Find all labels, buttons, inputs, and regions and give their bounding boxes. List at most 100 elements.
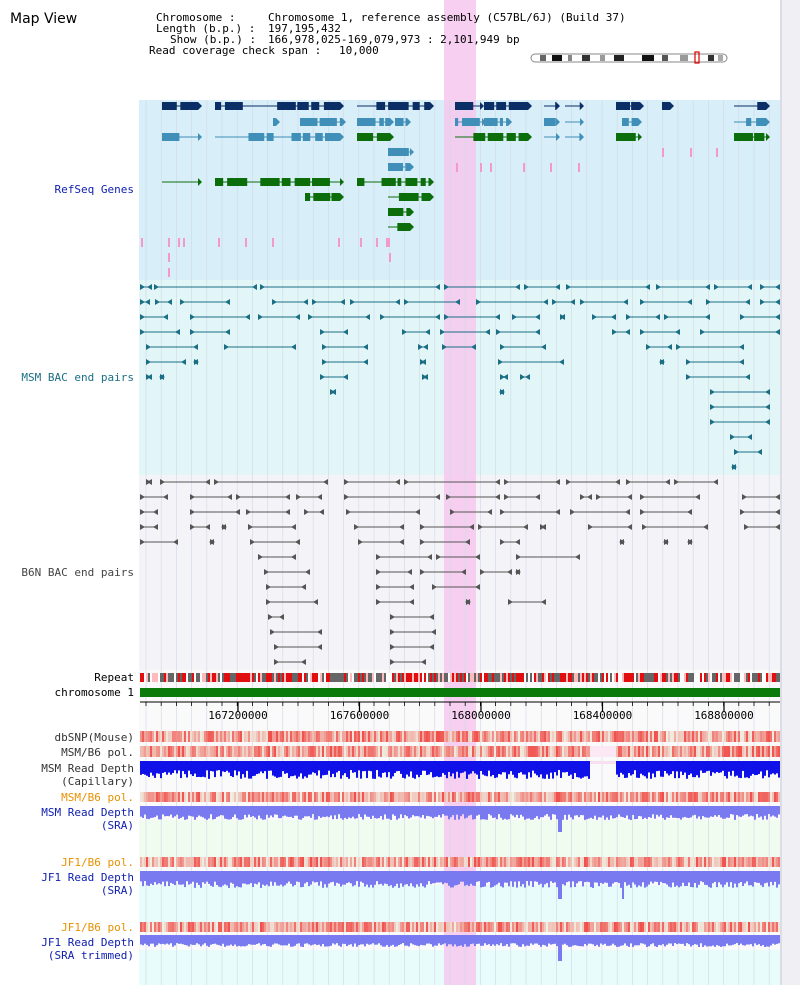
b6n-bac-pair[interactable] [742, 494, 780, 500]
b6n-bac-pair[interactable] [626, 479, 670, 485]
msm-bac-pair[interactable] [322, 359, 368, 365]
refseq-gene[interactable] [565, 133, 584, 141]
refseq-gene[interactable] [388, 148, 414, 156]
msm-bac-pair[interactable] [656, 284, 710, 290]
b6n-bac-label[interactable]: B6N BAC end pairs [21, 566, 134, 579]
msm-bac-pair[interactable] [476, 299, 548, 305]
b6n-bac-pair[interactable] [642, 524, 708, 530]
refseq-gene[interactable] [162, 178, 202, 186]
msm-bac-pair[interactable] [224, 344, 296, 350]
msm-bac-pair[interactable] [320, 329, 348, 335]
refseq-gene[interactable] [734, 133, 770, 141]
b6n-bac-pair[interactable] [376, 584, 414, 590]
msm-bac-pair[interactable] [592, 314, 616, 320]
b6n-bac-pair[interactable] [304, 509, 324, 515]
msm-bac-pair[interactable] [440, 329, 490, 335]
refseq-gene[interactable] [616, 133, 642, 141]
b6n-bac-pair[interactable] [508, 599, 546, 605]
msm-bac-pair[interactable] [496, 329, 540, 335]
msm-bac-pair[interactable] [760, 284, 780, 290]
b6n-bac-pair[interactable] [640, 494, 700, 500]
b6n-bac-pair[interactable] [740, 509, 780, 515]
msm-bac-pair[interactable] [330, 389, 336, 395]
refseq-gene[interactable] [357, 133, 394, 141]
msm-bac-pairs-track[interactable] [140, 284, 780, 470]
msm-bac-pair[interactable] [552, 299, 575, 305]
msm-bac-pair[interactable] [140, 329, 180, 335]
b6n-bac-pair[interactable] [500, 509, 560, 515]
msm-bac-pair[interactable] [422, 374, 428, 380]
b6n-bac-pair[interactable] [140, 509, 158, 515]
b6n-bac-pair[interactable] [540, 524, 546, 530]
msm-bac-pair[interactable] [710, 404, 770, 410]
msm-bac-pair[interactable] [272, 299, 308, 305]
msm-bac-pair[interactable] [612, 329, 630, 335]
b6n-bac-pair[interactable] [566, 479, 620, 485]
msm-bac-pair[interactable] [566, 284, 650, 290]
refseq-gene[interactable] [455, 133, 532, 141]
refseq-gene[interactable] [388, 163, 414, 171]
msm-bac-pair[interactable] [308, 314, 370, 320]
b6n-bac-pair[interactable] [570, 509, 630, 515]
msm-bac-pair[interactable] [710, 389, 770, 395]
msm-bac-pair[interactable] [312, 299, 345, 305]
b6n-bac-pair[interactable] [160, 479, 210, 485]
msm-bac-pair[interactable] [190, 314, 250, 320]
b6n-bac-pair[interactable] [214, 479, 328, 485]
b6n-bac-pair[interactable] [266, 584, 306, 590]
b6n-bac-pair[interactable] [274, 659, 306, 665]
msm-bac-pair[interactable] [676, 344, 744, 350]
msm-bac-pair[interactable] [520, 374, 530, 380]
b6n-bac-pair[interactable] [515, 569, 521, 575]
refseq-gene[interactable] [215, 178, 344, 186]
refseq-gene[interactable] [616, 102, 644, 110]
msm-bac-pair[interactable] [714, 284, 752, 290]
b6n-bac-pair[interactable] [248, 524, 296, 530]
b6n-bac-pair[interactable] [246, 509, 290, 515]
refseq-gene[interactable] [565, 102, 584, 110]
b6n-bac-pair[interactable] [687, 539, 693, 545]
msm-bac-pair[interactable] [524, 284, 560, 290]
refseq-gene[interactable] [357, 118, 394, 126]
msm-bac-pair[interactable] [140, 284, 152, 290]
msm-bac-pair[interactable] [659, 359, 665, 365]
b6n-bac-pair[interactable] [588, 524, 632, 530]
msm-bac-pair[interactable] [700, 329, 780, 335]
msm-bac-pair[interactable] [140, 299, 150, 305]
msm-bac-pair[interactable] [402, 329, 430, 335]
refseq-gene[interactable] [300, 118, 346, 126]
msm-bac-pair[interactable] [154, 284, 257, 290]
b6n-bac-pair[interactable] [140, 494, 168, 500]
b6n-bac-pair[interactable] [376, 569, 412, 575]
b6n-bac-pair[interactable] [420, 569, 466, 575]
b6n-bac-pair[interactable] [390, 614, 434, 620]
b6n-bac-pair[interactable] [146, 479, 152, 485]
b6n-bac-pair[interactable] [270, 629, 322, 635]
msm-bac-pair[interactable] [193, 359, 199, 365]
b6n-bac-pair[interactable] [346, 509, 420, 515]
refseq-gene[interactable] [544, 133, 560, 141]
b6n-bac-pair[interactable] [446, 494, 500, 500]
b6n-bac-pair[interactable] [404, 479, 500, 485]
msm-bac-pair[interactable] [646, 344, 672, 350]
msm-bac-pair[interactable] [190, 329, 230, 335]
b6n-bac-pair[interactable] [190, 524, 210, 530]
b6n-bac-pair[interactable] [140, 539, 178, 545]
refseq-gene[interactable] [215, 102, 344, 110]
b6n-bac-pair[interactable] [580, 494, 592, 500]
b6n-bac-pair[interactable] [354, 524, 404, 530]
msm-bac-pair[interactable] [140, 314, 168, 320]
refseq-gene[interactable] [388, 223, 414, 231]
b6n-bac-pair[interactable] [250, 539, 300, 545]
b6n-bac-pair[interactable] [619, 539, 625, 545]
msm-bac-pair[interactable] [159, 374, 165, 380]
refseq-gene[interactable] [565, 118, 584, 126]
msm-bac-pair[interactable] [500, 374, 508, 380]
b6n-bac-pair[interactable] [376, 599, 414, 605]
refseq-gene[interactable] [662, 102, 674, 110]
msm-bac-pair[interactable] [710, 419, 770, 425]
msm-bac-pair[interactable] [442, 344, 476, 350]
b6n-bac-pair[interactable] [465, 599, 471, 605]
msm-bac-pair[interactable] [258, 314, 300, 320]
b6n-bac-pair[interactable] [266, 599, 318, 605]
